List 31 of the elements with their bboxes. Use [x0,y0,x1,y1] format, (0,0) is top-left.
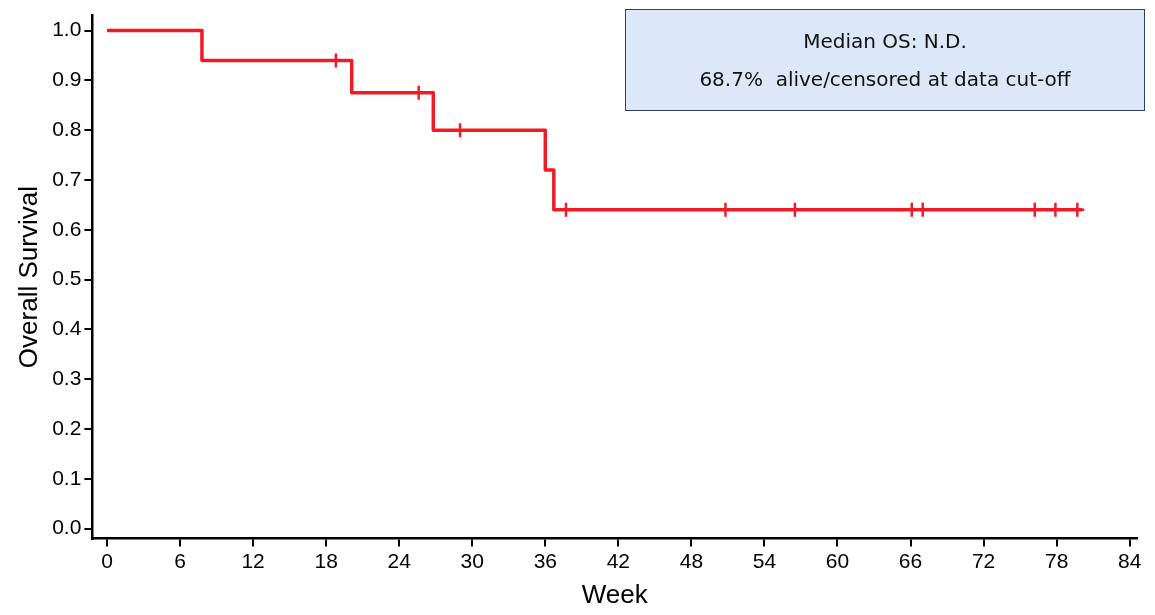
x-tick-label: 6 [174,549,186,572]
x-tick-label: 42 [606,549,631,572]
x-tick-label: 72 [971,549,996,572]
x-tick-label: 0 [101,549,113,572]
y-axis-title: Overall Survival [12,186,43,369]
y-tick-label: 0.3 [52,366,82,390]
y-tick-label: 0.9 [52,67,82,91]
y-tick-label: 0.7 [52,166,82,190]
y-tick-label: 1.0 [52,17,82,41]
y-tick-label: 0.5 [52,266,82,290]
x-tick-label: 36 [533,549,557,572]
y-tick-label: 0.4 [52,316,82,340]
x-tick-label: 54 [752,549,777,572]
y-tick-label: 0.2 [52,415,82,439]
y-tick-label: 0.0 [52,515,82,539]
x-tick-label: 60 [825,549,850,572]
x-tick-label: 24 [387,549,412,572]
x-tick-label: 48 [679,549,704,572]
x-tick-label: 66 [898,549,923,572]
annotation: 68.7% alive/censored at data cut-off [699,66,1071,93]
y-tick-label: 0.1 [52,465,82,489]
note-box: Median OS: N.D. 68.7% alive/censored at data cut-off [625,9,1145,111]
x-tick-label: 30 [460,549,484,572]
x-axis-title: Week [581,578,649,609]
x-tick-label: 84 [1118,549,1142,572]
y-tick-label: 0.8 [52,116,82,140]
annotation: Median OS: N.D. [803,28,967,55]
x-tick-label: 18 [314,549,338,572]
x-tick-label: 12 [241,549,265,572]
y-tick-label: 0.6 [52,216,82,240]
x-tick-label: 78 [1044,549,1069,572]
